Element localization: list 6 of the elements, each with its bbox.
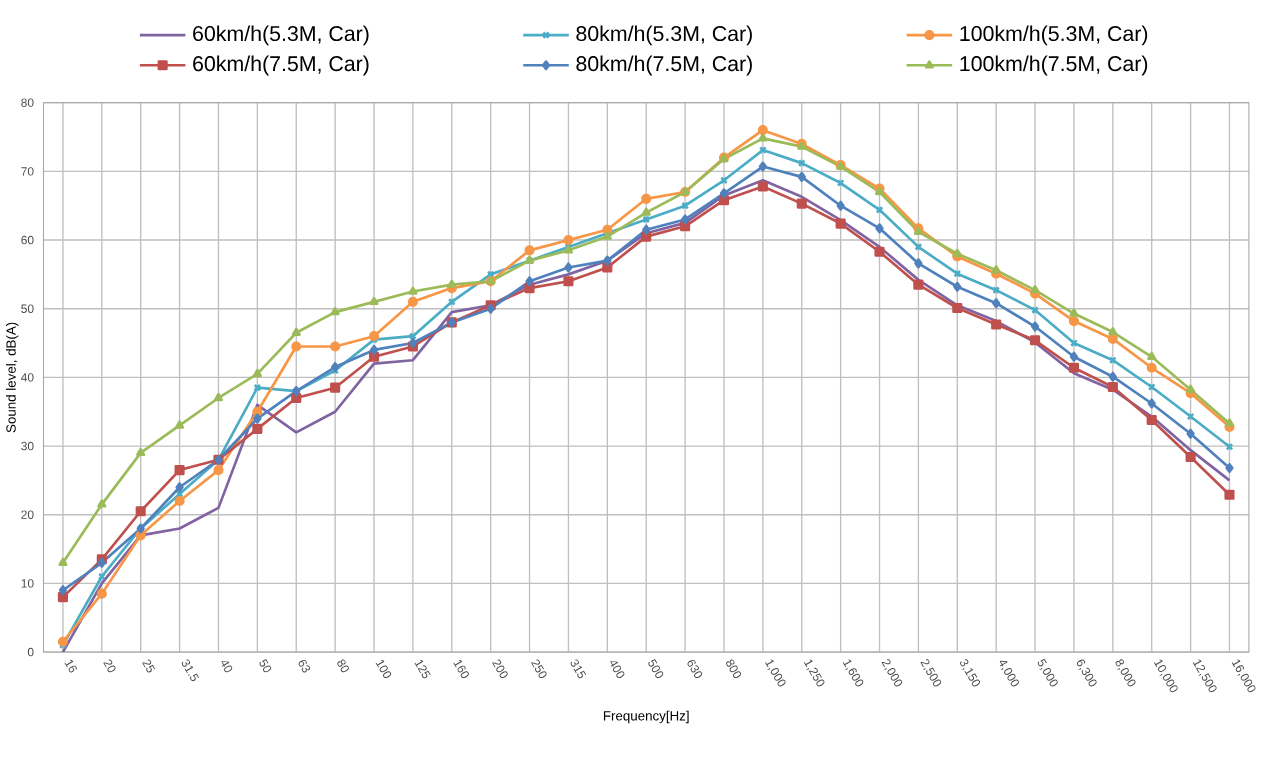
legend-label: 100km/h(7.5M, Car) [960, 55, 1148, 76]
legend-label: 80km/h(7.5M, Car) [576, 55, 752, 76]
legend-label: 100km/h(5.3M, Car) [960, 25, 1148, 46]
legend-label: 80km/h(5.3M, Car) [576, 25, 752, 46]
legend-label: 60km/h(5.3M, Car) [193, 25, 369, 46]
legend-label: 60km/h(7.5M, Car) [193, 55, 369, 76]
